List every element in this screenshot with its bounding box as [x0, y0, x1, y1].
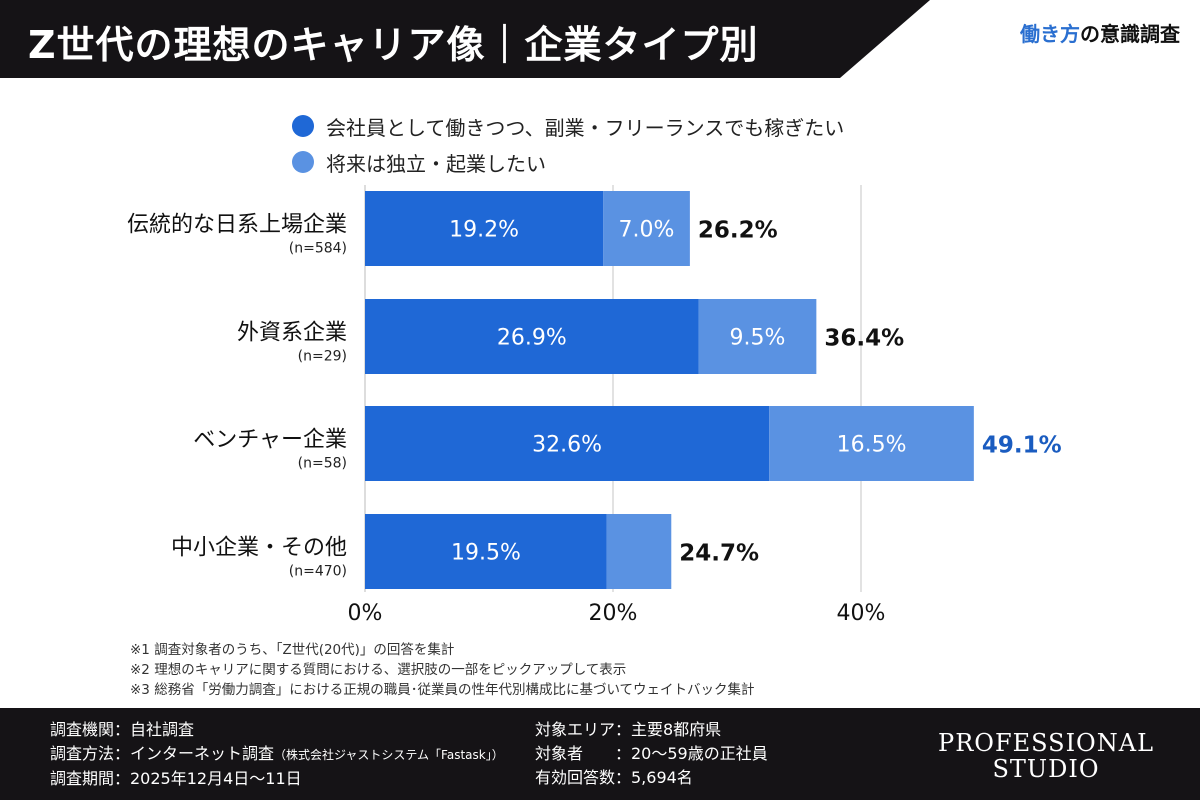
footer-right: 対象エリア：主要8都府県 対象者 ：20〜59歳の正社員 有効回答数：5,694…: [535, 718, 768, 790]
bar-value-label: 19.2%: [449, 218, 519, 243]
bar-value-label: 16.5%: [837, 433, 907, 458]
category-label: 中小企業・その他: [171, 536, 347, 561]
legend: 会社員として働きつつ、副業・フリーランスでも稼ぎたい 将来は独立・起業したい: [292, 108, 844, 180]
bar-value-label: 32.6%: [532, 433, 602, 458]
total-label: 26.2%: [698, 218, 778, 244]
survey-method-text: 調査方法：インターネット調査: [50, 744, 275, 763]
total-label: 36.4%: [824, 326, 904, 352]
footnote: ※3 総務省「労働力調査」における正規の職員･従業員の性年代別構成比に基づいてウ…: [130, 682, 755, 698]
bar-value-label: 7.0%: [619, 218, 675, 243]
x-tick-label: 40%: [837, 601, 886, 626]
bar-segment: [606, 514, 672, 589]
professional-studio-logo: PROFESSIONAL STUDIO: [938, 730, 1154, 782]
bar-segment: [365, 191, 604, 266]
legend-label: 将来は独立・起業したい: [326, 151, 546, 176]
sample-size-label: (n=470): [289, 564, 347, 580]
bar-segment: [365, 406, 770, 481]
total-label: 24.7%: [679, 541, 759, 567]
footnotes: ※1 調査対象者のうち、「Z世代(20代)」の回答を集計 ※2 理想のキャリアに…: [130, 640, 755, 700]
bar-value-label: 9.5%: [730, 326, 786, 351]
sample-size-label: (n=58): [298, 456, 347, 472]
legend-swatch: [292, 115, 314, 137]
legend-item: 会社員として働きつつ、副業・フリーランスでも稼ぎたい: [292, 108, 844, 144]
sample-size-label: (n=29): [298, 349, 347, 365]
title-band: [0, 0, 930, 78]
bar-segment: [698, 299, 817, 374]
survey-target: 対象者 ：20〜59歳の正社員: [535, 744, 768, 763]
bar-segment: [365, 299, 699, 374]
brand-label: 働き方の意識調査: [1020, 18, 1180, 47]
bar-value-label: 26.9%: [497, 326, 567, 351]
survey-method-note: （株式会社ジャストシステム「Fastask」）: [274, 748, 504, 762]
bar-segment: [365, 514, 607, 589]
logo-line: STUDIO: [992, 755, 1100, 783]
page-title: Z世代の理想のキャリア像｜企業タイプ別: [28, 23, 759, 67]
bar-segment: [769, 406, 974, 481]
logo-line: PROFESSIONAL: [938, 729, 1154, 757]
legend-item: 将来は独立・起業したい: [292, 144, 844, 180]
survey-area: 対象エリア：主要8都府県: [535, 720, 722, 739]
legend-label: 会社員として働きつつ、副業・フリーランスでも稼ぎたい: [326, 115, 845, 140]
category-label: ベンチャー企業: [193, 428, 347, 453]
x-tick-label: 20%: [589, 601, 638, 626]
x-tick-label: 0%: [348, 601, 383, 626]
survey-responses: 有効回答数：5,694名: [535, 768, 693, 787]
survey-org: 調査機関：自社調査: [50, 720, 195, 739]
sample-size-label: (n=584): [289, 241, 347, 257]
survey-period: 調査期間：2025年12月4日〜11日: [50, 769, 302, 788]
survey-method: 調査方法：インターネット調査（株式会社ジャストシステム「Fastask」）: [50, 742, 504, 767]
footnote: ※2 理想のキャリアに関する質問における、選択肢の一部をピックアップして表示: [130, 662, 627, 678]
bar-value-label: 19.5%: [451, 541, 521, 566]
footer: 調査機関：自社調査 調査方法：インターネット調査（株式会社ジャストシステム「Fa…: [0, 708, 1200, 800]
legend-swatch: [292, 151, 314, 173]
brand-accent: 働き方: [1020, 22, 1080, 46]
bar-segment: [603, 191, 690, 266]
category-label: 伝統的な日系上場企業: [127, 213, 347, 238]
total-label: 49.1%: [982, 433, 1062, 459]
bar-chart: 0% 20% 40% 19.2% 7.0% 26.2% 伝統的な日系上場企業 (n=584) 2…: [127, 185, 1062, 626]
brand-rest: の意識調査: [1080, 22, 1180, 46]
footer-left: 調査機関：自社調査 調査方法：インターネット調査（株式会社ジャストシステム「Fa…: [50, 718, 504, 791]
category-label: 外資系企業: [237, 321, 347, 346]
footnote: ※1 調査対象者のうち、「Z世代(20代)」の回答を集計: [130, 642, 455, 658]
